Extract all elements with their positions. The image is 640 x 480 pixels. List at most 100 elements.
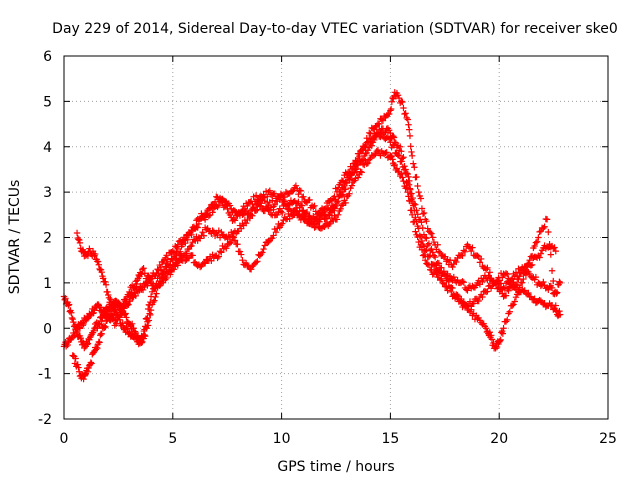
data-point [338, 177, 346, 184]
data-point [306, 216, 313, 223]
data-point [113, 299, 121, 307]
data-point [146, 301, 153, 309]
data-point [84, 368, 92, 375]
data-point [147, 306, 155, 314]
data-point [306, 196, 313, 204]
data-point [211, 198, 219, 205]
data-point [371, 152, 378, 159]
data-point [448, 284, 455, 291]
data-point [387, 107, 394, 114]
series-track-2 [60, 146, 564, 352]
data-point [516, 284, 523, 291]
data-point [84, 315, 92, 322]
data-point [271, 201, 278, 209]
data-point [234, 241, 241, 248]
data-point [99, 275, 107, 282]
data-point [509, 302, 516, 309]
data-point [411, 218, 418, 225]
data-point [163, 260, 170, 267]
data-point [311, 202, 318, 210]
data-point [444, 275, 451, 283]
data-point [477, 255, 485, 263]
data-point [536, 228, 543, 236]
data-point [470, 300, 477, 307]
data-point [118, 307, 125, 315]
data-point [458, 251, 465, 259]
data-point [364, 159, 372, 167]
data-point [419, 224, 426, 232]
data-point [556, 307, 563, 315]
data-point [270, 232, 277, 239]
data-point [119, 320, 126, 327]
data-point [413, 207, 420, 214]
data-point [430, 252, 438, 259]
data-point [458, 298, 465, 305]
data-point [405, 181, 413, 188]
x-axis-label: GPS time / hours [277, 459, 394, 475]
data-point [400, 154, 407, 161]
data-point [429, 234, 436, 241]
data-point [139, 286, 147, 294]
data-point [338, 202, 346, 209]
data-point [388, 152, 396, 160]
data-point [512, 281, 520, 288]
data-point [94, 325, 101, 332]
data-point [223, 245, 230, 252]
data-point [224, 205, 231, 213]
data-point [94, 344, 101, 352]
data-point [147, 311, 154, 319]
data-point [331, 212, 338, 219]
data-point [410, 160, 417, 167]
data-point [429, 249, 436, 256]
data-point [551, 290, 558, 298]
data-point [203, 211, 210, 219]
data-point [343, 179, 351, 187]
data-point [143, 315, 150, 323]
data-point [449, 284, 456, 292]
data-point [226, 239, 234, 247]
data-point [390, 142, 398, 149]
data-point [305, 215, 312, 222]
data-point [218, 196, 225, 203]
data-point [274, 211, 281, 219]
data-point [151, 297, 158, 304]
data-point [414, 211, 421, 218]
data-point [532, 239, 540, 246]
data-point [292, 204, 300, 212]
data-point [174, 262, 181, 269]
data-point [417, 216, 424, 223]
data-point [260, 194, 267, 201]
data-point [70, 318, 77, 326]
data-point [236, 212, 244, 219]
data-point [96, 265, 103, 273]
data-point [468, 247, 475, 255]
data-point [346, 190, 353, 197]
y-tick-label: 2 [43, 231, 52, 247]
data-point [357, 168, 364, 175]
data-point [531, 295, 538, 302]
data-point [420, 243, 428, 250]
data-point [139, 334, 146, 341]
data-points [60, 89, 564, 383]
data-point [180, 252, 188, 259]
data-point [141, 326, 148, 333]
data-point [342, 199, 349, 207]
data-point [453, 258, 460, 266]
data-point [219, 199, 226, 206]
data-point [146, 310, 153, 317]
data-point [395, 152, 403, 160]
data-point [76, 239, 84, 247]
data-point [428, 245, 435, 253]
data-point [237, 208, 245, 215]
data-point [390, 134, 398, 141]
data-point [388, 98, 396, 105]
data-point [425, 240, 433, 247]
data-point [80, 320, 87, 328]
data-point [456, 297, 464, 305]
data-point [363, 149, 370, 157]
data-point [123, 298, 130, 305]
data-point [496, 337, 504, 345]
data-point [105, 294, 113, 302]
data-point [102, 278, 109, 286]
